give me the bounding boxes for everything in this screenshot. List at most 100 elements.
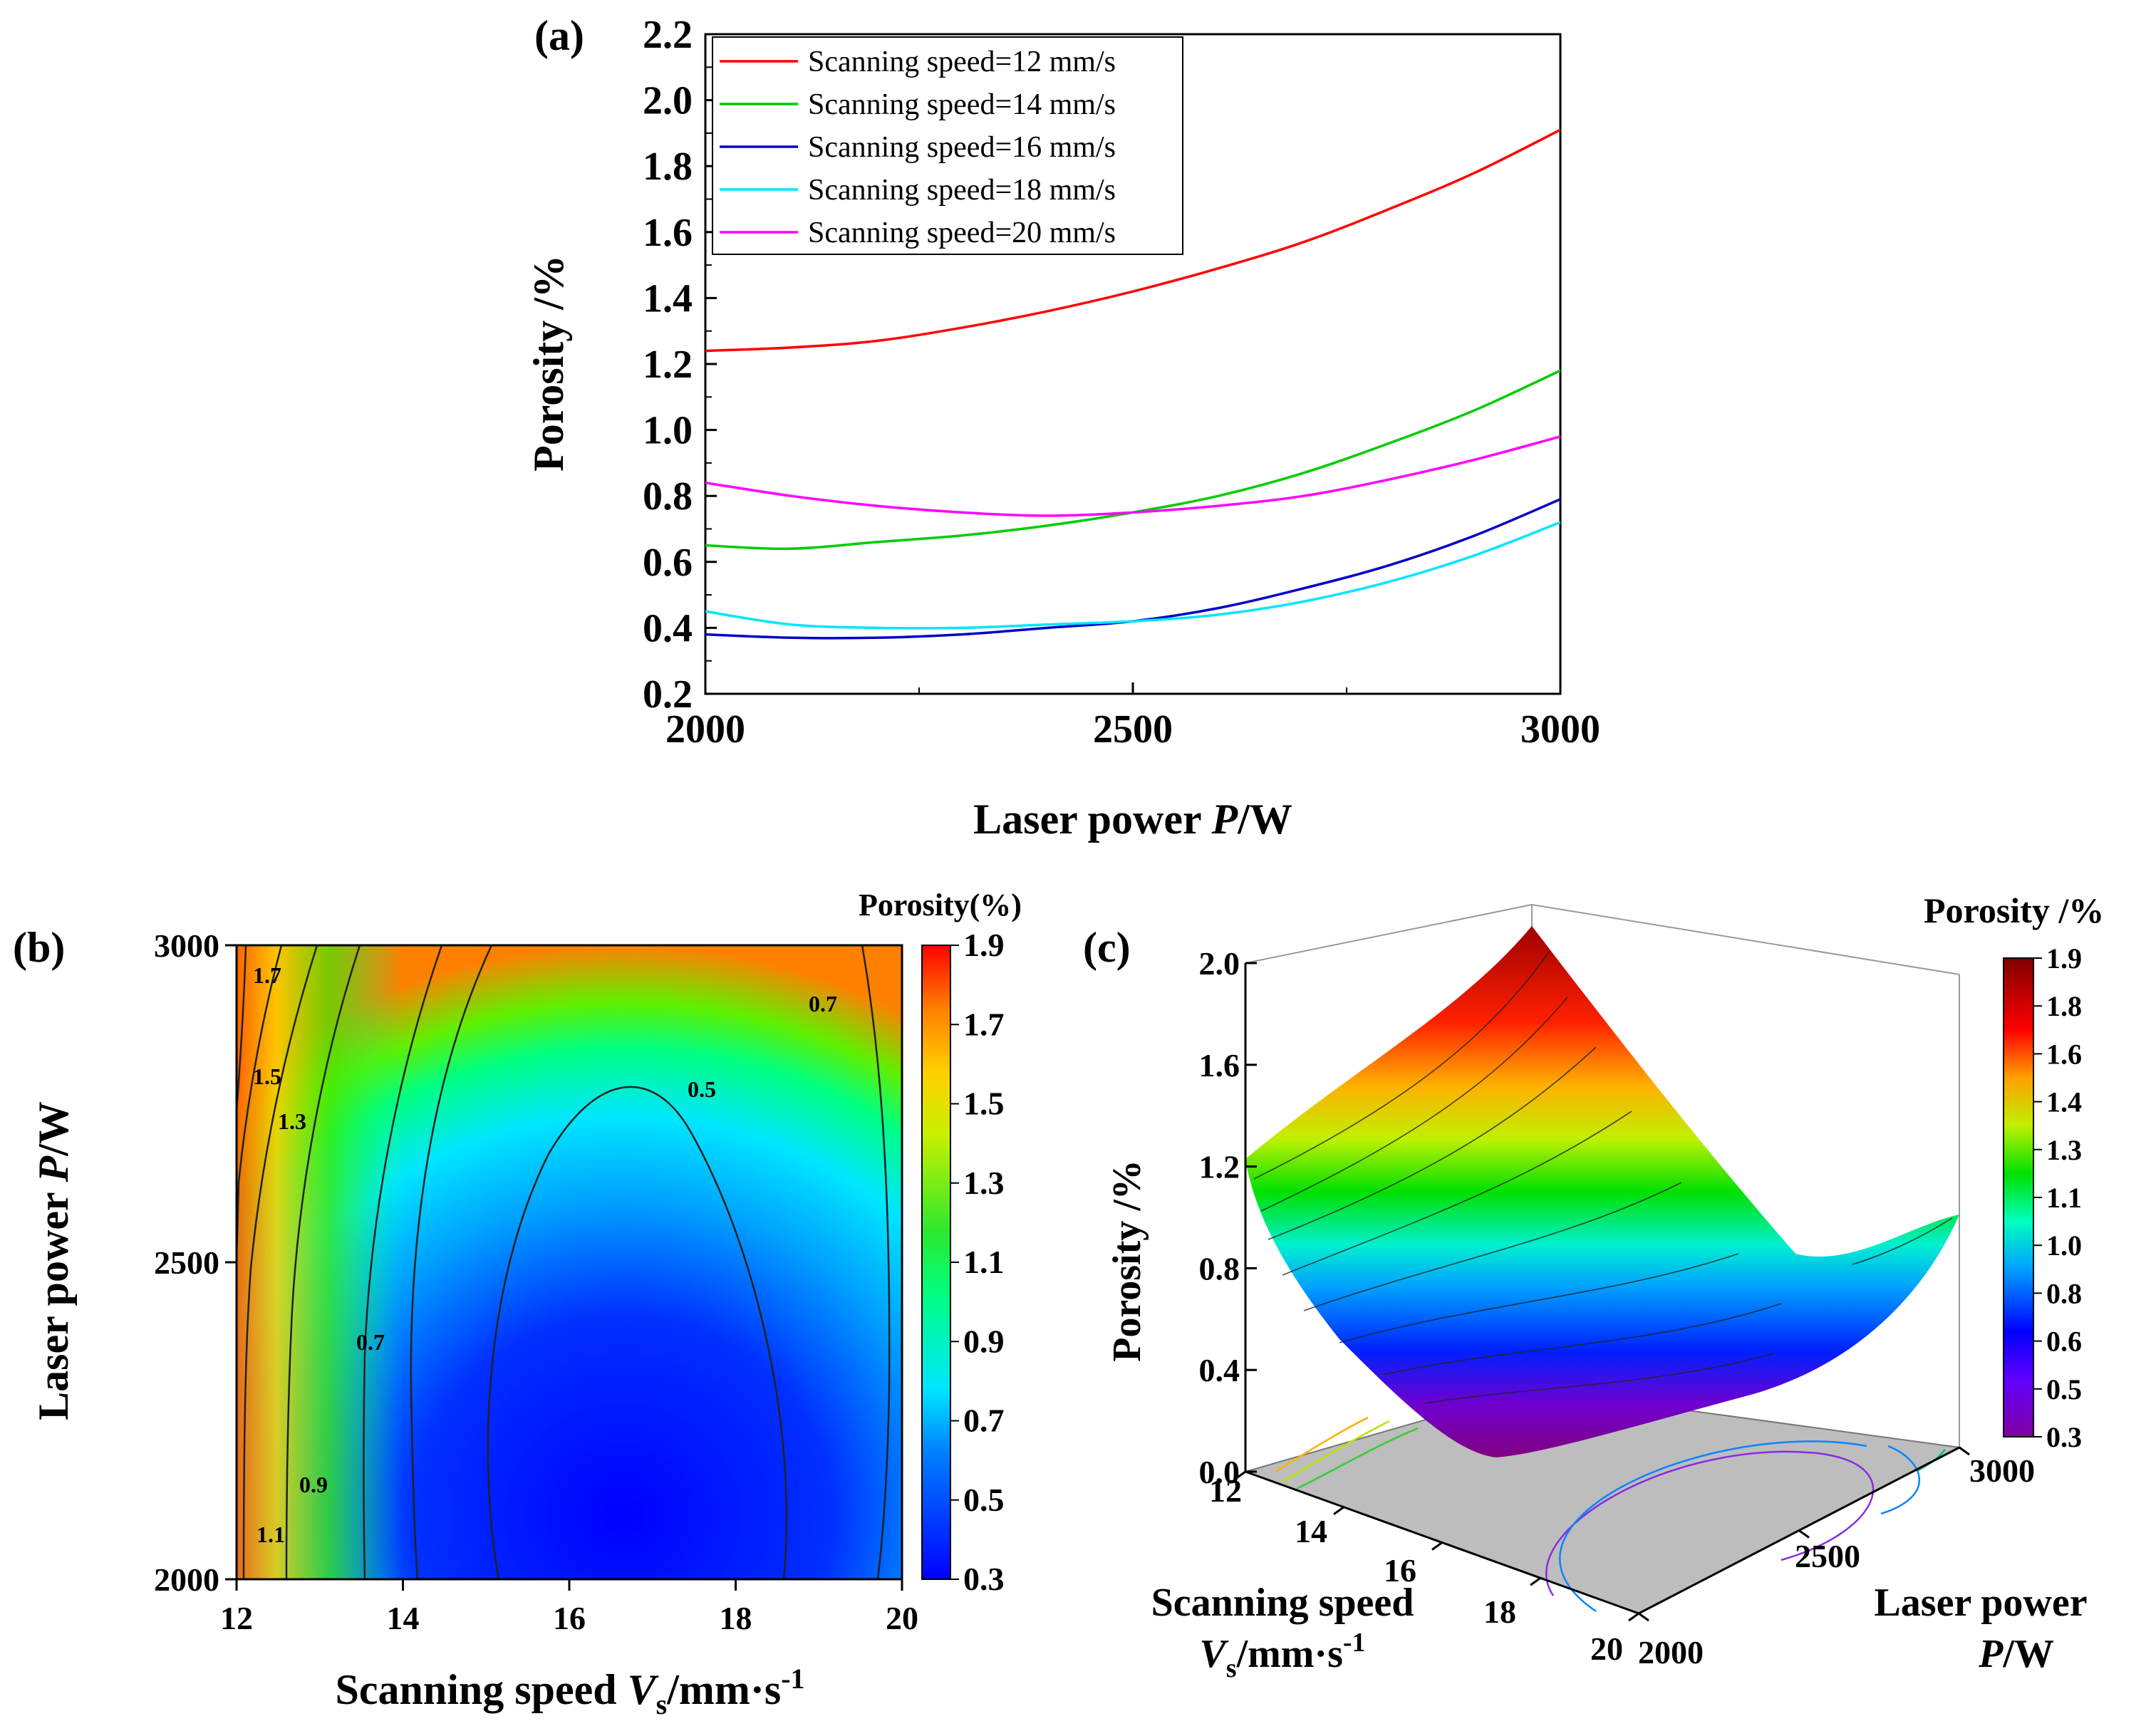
panel-c-label: (c): [1083, 924, 1131, 971]
y-axis-b: 2000 2500 3000: [154, 927, 237, 1598]
legend-label-a: Scanning speed=12 mm/s: [808, 46, 1116, 78]
x-axis-title-c-line2: Vs/mm·s-1: [1199, 1628, 1365, 1683]
legend-label-a: Scanning speed=16 mm/s: [808, 131, 1116, 164]
y-tick-label-b: 2000: [154, 1561, 219, 1598]
x-tick-label-a: 3000: [1520, 707, 1600, 752]
power-axis-c: 2000 2500 3000: [1638, 1446, 2035, 1670]
y-tick-label-a: 1.8: [643, 145, 693, 189]
speed-tick-label-c: 20: [1590, 1631, 1623, 1667]
series-line-a: [705, 128, 1560, 353]
colorbar-tick-label-b: 1.5: [963, 1086, 1005, 1122]
series-line-a: [705, 369, 1560, 551]
y-axis-a: 0.2 0.4 0.6 0.8 1.0 1.2 1.4 1.6 1.8 2.0 2.2: [643, 13, 717, 717]
power-tick-label-c: 2500: [1795, 1538, 1860, 1574]
contour-label-b: 1.3: [278, 1108, 306, 1134]
power-tick-label-c: 3000: [1969, 1452, 2035, 1489]
series-line-a: [705, 521, 1560, 630]
colorbar-tick-label-b: 1.3: [963, 1165, 1005, 1201]
series-lines-a: [705, 128, 1560, 640]
x-tick-label-a: 2000: [665, 707, 745, 752]
power-tick-c: [1959, 1446, 1970, 1456]
y-tick-label-b: 3000: [154, 927, 219, 964]
colorbar-tick-label-c: 1.3: [2046, 1134, 2082, 1166]
colorbar-tick-label-c: 0.3: [2046, 1421, 2082, 1453]
colorbar-tick-label-b: 1.9: [963, 927, 1005, 963]
power-tick-c: [1638, 1612, 1649, 1622]
contour-label-b: 0.5: [688, 1076, 716, 1102]
x-tick-label-b: 16: [553, 1600, 586, 1636]
colorbar-tick-label-c: 0.6: [2046, 1326, 2082, 1358]
legend-a: Scanning speed=12 mm/s Scanning speed=14 …: [712, 36, 1183, 255]
z-axis-title-c-line1: Laser power: [1874, 1581, 2087, 1625]
colorbar-tick-label-b: 0.9: [963, 1323, 1005, 1359]
panel-a: (a) 0.2 0.4 0.6 0.8 1.0 1.2 1.4 1.6 1.8 2.0 2.2 20…: [525, 12, 1600, 843]
y-tick-label-a: 1.2: [643, 343, 693, 387]
colorbar-tick-label-b: 1.1: [963, 1244, 1005, 1280]
legend-label-a: Scanning speed=20 mm/s: [808, 217, 1116, 249]
colorbar-tick-label-c: 1.4: [2046, 1086, 2082, 1118]
porosity-tick-label-c: 1.2: [1199, 1149, 1240, 1185]
x-tick-label-b: 20: [886, 1600, 918, 1636]
legend-label-a: Scanning speed=18 mm/s: [808, 174, 1116, 207]
y-axis-title-c: Porosity /%: [1105, 1160, 1149, 1362]
colorbar-ticks-b: 0.3 0.5 0.7 0.9 1.1 1.3 1.5 1.7 1.9: [950, 927, 1005, 1597]
porosity-tick-label-c: 1.6: [1199, 1047, 1240, 1083]
y-tick-label-a: 2.2: [643, 13, 693, 57]
contour-label-b: 0.7: [356, 1329, 385, 1355]
colorbar-tick-label-c: 1.8: [2046, 990, 2082, 1022]
speed-tick-label-c: 16: [1384, 1552, 1416, 1589]
colorbar-c: [2003, 957, 2034, 1437]
surface-contours-c: [1253, 950, 1953, 1404]
y-tick-label-a: 0.2: [643, 672, 693, 717]
y-tick-label-a: 0.4: [643, 606, 693, 650]
power-tick-c: [1798, 1529, 1810, 1539]
x-tick-label-a: 2500: [1093, 707, 1173, 752]
surface-c: [1245, 926, 1959, 1457]
contour-label-b: 1.1: [256, 1522, 285, 1547]
contour-label-b: 1.5: [253, 1064, 281, 1089]
colorbar-title-c: Porosity /%: [1924, 890, 2104, 930]
speed-tick-label-c: 14: [1295, 1513, 1327, 1549]
porosity-tick-label-c: 0.8: [1199, 1250, 1240, 1286]
y-tick-label-a: 2.0: [643, 79, 693, 123]
colorbar-tick-label-c: 1.6: [2046, 1038, 2082, 1070]
y-axis-title-a: Porosity /%: [525, 255, 572, 472]
porosity-axis-c: 0.0 0.4 0.8 1.2 1.6 2.0: [1199, 945, 1257, 1490]
speed-tick-c: [1431, 1541, 1443, 1551]
porosity-tick-label-c: 0.4: [1199, 1352, 1240, 1388]
x-axis-title-b: Scanning speed Vs/mm·s-1: [335, 1663, 804, 1720]
colorbar-tick-label-c: 1.9: [2046, 942, 2082, 974]
speed-tick-label-c: 18: [1483, 1593, 1516, 1630]
x-axis-title-a: Laser power P/W: [973, 796, 1292, 843]
panel-a-label: (a): [534, 12, 584, 59]
contour-labels-b: 1.7 1.5 1.3 1.1 0.9 0.7 0.5 0.7: [253, 962, 837, 1547]
speed-tick-c: [1333, 1506, 1344, 1515]
colorbar-tick-label-b: 1.7: [963, 1006, 1005, 1042]
x-axis-title-c-line1: Scanning speed: [1151, 1581, 1414, 1625]
contour-label-b: 0.9: [299, 1472, 328, 1497]
panel-c: (c): [1083, 890, 2104, 1683]
colorbar-b: [921, 945, 951, 1580]
colorbar-tick-label-c: 1.0: [2046, 1229, 2082, 1262]
colorbar-tick-label-b: 0.7: [963, 1403, 1005, 1439]
speed-tick-c: [1235, 1470, 1246, 1480]
contour-label-b: 0.7: [809, 991, 837, 1017]
speed-tick-c: [1530, 1577, 1541, 1586]
y-tick-label-a: 1.0: [643, 409, 693, 453]
x-axis-b: 12 14 16 18 20: [220, 1579, 918, 1636]
x-tick-label-b: 18: [720, 1600, 752, 1636]
heatmap-b: 1.7 1.5 1.3 1.1 0.9 0.7 0.5 0.7: [237, 945, 902, 1579]
speed-tick-c: [1628, 1612, 1639, 1622]
panel-b-label: (b): [13, 924, 65, 971]
y-tick-label-a: 1.6: [643, 211, 693, 255]
colorbar-tick-label-c: 0.5: [2046, 1373, 2082, 1405]
z-axis-title-c-line2: P/W: [1978, 1632, 2054, 1676]
colorbar-title-b: Porosity(%): [859, 888, 1022, 922]
colorbar-tick-label-c: 0.8: [2046, 1277, 2082, 1309]
porosity-tick-label-c: 2.0: [1199, 945, 1240, 982]
x-axis-a: 2000 2500 3000: [665, 682, 1600, 752]
colorbar-ticks-c: 0.3 0.5 0.6 0.8 1.0 1.1 1.3 1.4 1.6 1.8 1.9: [2033, 942, 2082, 1453]
colorbar-tick-label-c: 1.1: [2046, 1182, 2082, 1214]
